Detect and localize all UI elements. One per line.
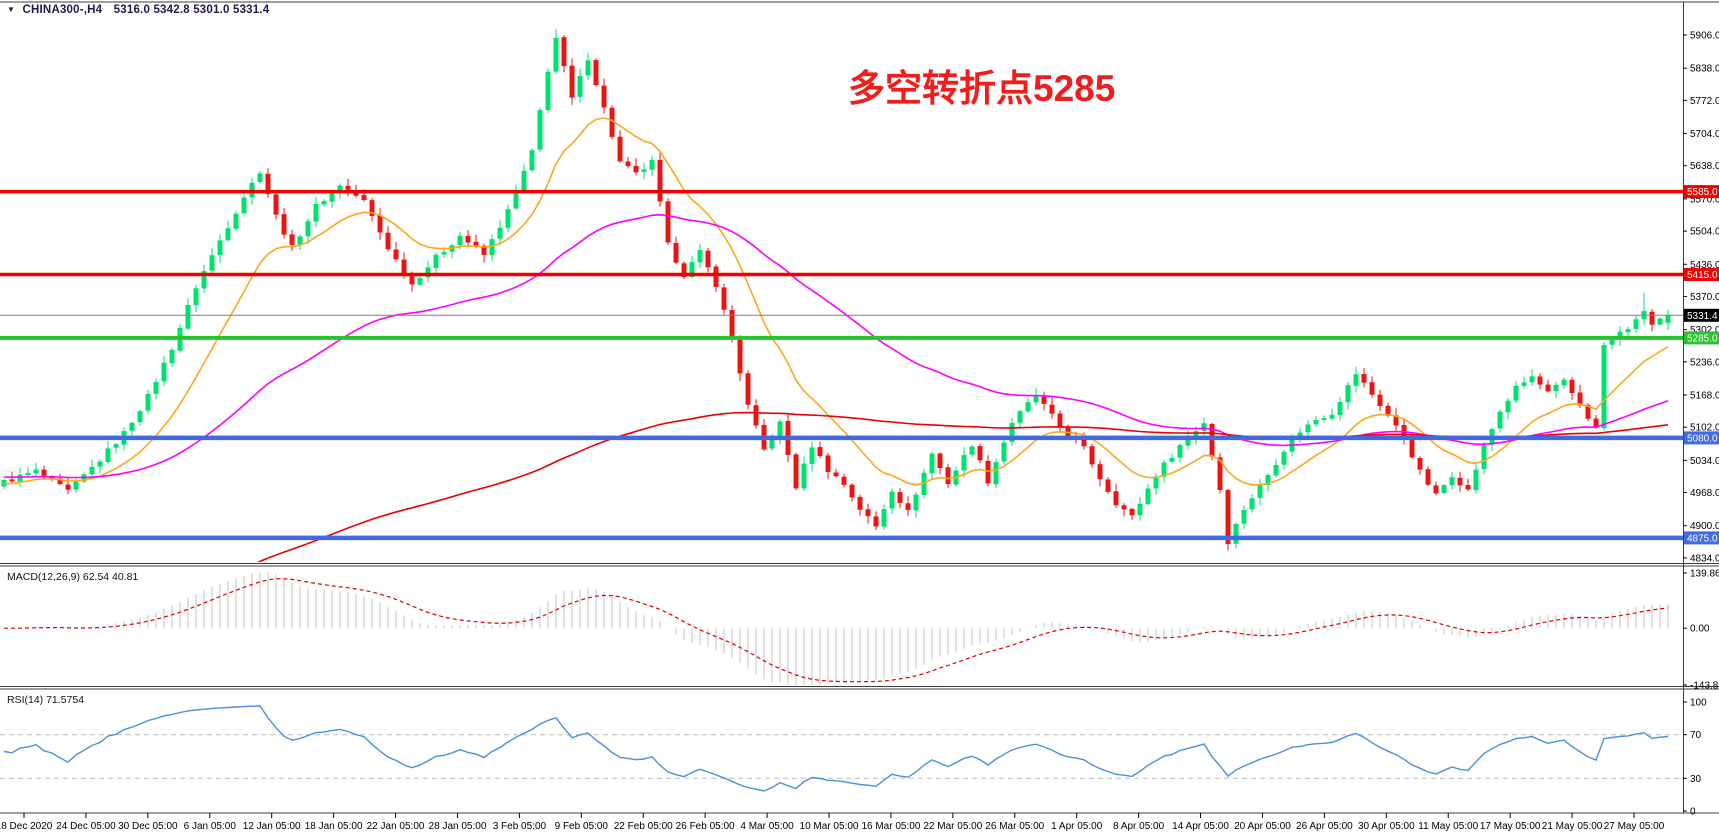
time-tick-label: 22 Mar 05:00 xyxy=(923,821,982,832)
price-tick-label: 5302.0 xyxy=(1690,325,1719,336)
time-tick-label: 30 Dec 05:00 xyxy=(118,821,178,832)
panel-borders xyxy=(0,1,1719,814)
price-tick-label: 5704.0 xyxy=(1690,129,1719,140)
price-tick-label: 5034.0 xyxy=(1690,456,1719,467)
price-tick-label: 70 xyxy=(1690,730,1702,741)
price-tick-label: 4900.0 xyxy=(1690,521,1719,532)
time-tick-label: 22 Feb 05:00 xyxy=(614,821,673,832)
price-tick-label: 0 xyxy=(1690,807,1696,818)
time-tick-label: 27 May 05:00 xyxy=(1604,821,1665,832)
time-tick-label: 11 May 05:00 xyxy=(1418,821,1478,832)
ma-slow-line xyxy=(256,411,1669,562)
price-tick-label: 5236.0 xyxy=(1690,357,1719,368)
time-tick-label: 18 Jan 05:00 xyxy=(305,821,363,832)
macd-panel xyxy=(4,571,1669,685)
time-tick-label: 26 Mar 05:00 xyxy=(985,821,1044,832)
time-tick-label: 4 Mar 05:00 xyxy=(740,821,794,832)
time-tick-label: 28 Jan 05:00 xyxy=(429,821,487,832)
price-tick-label: 0.00 xyxy=(1690,624,1710,635)
time-tick-label: 17 May 05:00 xyxy=(1480,821,1541,832)
symbol-dropdown-caret[interactable]: ▼ xyxy=(7,5,16,14)
price-badge-label: 5585.0 xyxy=(1687,187,1718,198)
price-axis: 5906.0 5838.0 5772.0 5704.0 5638.0 5570.0 5504… xyxy=(1683,31,1719,818)
time-tick-label: 18 Dec 2020 xyxy=(0,821,53,832)
moving-averages-layer xyxy=(3,117,1669,562)
time-tick-label: 9 Feb 05:00 xyxy=(555,821,609,832)
chart-title-bar: ▼ CHINA300-,H4 5316.0 5342.8 5301.0 5331… xyxy=(7,4,269,16)
rsi-line xyxy=(3,705,1669,792)
ohlc-readout: 5316.0 5342.8 5301.0 5331.4 xyxy=(113,4,270,16)
macd-indicator-label: MACD(12,26,9) 62.54 40.81 xyxy=(7,571,139,583)
rsi-panel xyxy=(0,705,1683,792)
time-tick-label: 21 May 05:00 xyxy=(1542,821,1603,832)
price-tick-label: 4834.0 xyxy=(1690,553,1719,564)
time-tick-label: 20 Apr 05:00 xyxy=(1234,821,1291,832)
time-tick-label: 22 Jan 05:00 xyxy=(367,821,425,832)
ma-mid-line xyxy=(3,213,1669,479)
annotation-text[interactable]: 多空转折点5285 xyxy=(848,68,1116,109)
time-tick-label: 1 Apr 05:00 xyxy=(1051,821,1103,832)
price-tick-label: 5370.0 xyxy=(1690,292,1719,303)
symbol-timeframe-label: CHINA300-,H4 xyxy=(22,4,103,16)
time-tick-label: 24 Dec 05:00 xyxy=(56,821,116,832)
hline-objects-layer xyxy=(0,189,1683,541)
time-tick-label: 6 Jan 05:00 xyxy=(184,821,237,832)
price-badge-label: 5331.4 xyxy=(1687,311,1718,322)
macd-signal-line xyxy=(4,578,1669,683)
price-tick-label: 5638.0 xyxy=(1690,161,1719,172)
price-badge-label: 5285.0 xyxy=(1687,333,1718,344)
time-tick-label: 10 Mar 05:00 xyxy=(800,821,859,832)
price-badge-label: 5415.0 xyxy=(1687,270,1718,281)
price-tick-label: 5906.0 xyxy=(1690,31,1719,42)
price-tick-label: 5168.0 xyxy=(1690,391,1719,402)
price-tick-label: 5102.0 xyxy=(1690,423,1719,434)
time-tick-label: 8 Apr 05:00 xyxy=(1113,821,1165,832)
rsi-indicator-label: RSI(14) 71.5754 xyxy=(7,694,85,706)
price-tick-label: 5436.0 xyxy=(1690,260,1719,271)
price-badge-label: 5080.0 xyxy=(1687,433,1718,444)
price-tick-label: 5504.0 xyxy=(1690,227,1719,238)
ma-fast-line xyxy=(3,117,1669,486)
time-tick-label: 3 Feb 05:00 xyxy=(493,821,547,832)
price-badges: 5585.0 5415.0 5285.0 5080.0 4875.0 5331.4 xyxy=(1684,185,1719,545)
price-tick-label: 5570.0 xyxy=(1690,194,1719,205)
price-tick-label: 100 xyxy=(1690,698,1707,709)
price-tick-label: 5772.0 xyxy=(1690,96,1719,107)
time-tick-label: 26 Feb 05:00 xyxy=(676,821,735,832)
price-tick-label: 139.86 xyxy=(1690,568,1719,579)
time-tick-label: 26 Apr 05:00 xyxy=(1296,821,1353,832)
candles-layer xyxy=(1,29,1671,551)
price-tick-label: -143.82 xyxy=(1690,680,1719,691)
price-tick-label: 4968.0 xyxy=(1690,488,1719,499)
price-badge-label: 4875.0 xyxy=(1687,533,1718,544)
price-tick-label: 5838.0 xyxy=(1690,64,1719,75)
time-tick-label: 14 Apr 05:00 xyxy=(1172,821,1229,832)
time-axis: 18 Dec 2020 24 Dec 05:00 30 Dec 05:00 6 Jan… xyxy=(0,813,1665,832)
time-tick-label: 16 Mar 05:00 xyxy=(861,821,920,832)
time-tick-label: 12 Jan 05:00 xyxy=(243,821,301,832)
price-tick-label: 30 xyxy=(1690,774,1702,785)
time-tick-label: 30 Apr 05:00 xyxy=(1358,821,1415,832)
